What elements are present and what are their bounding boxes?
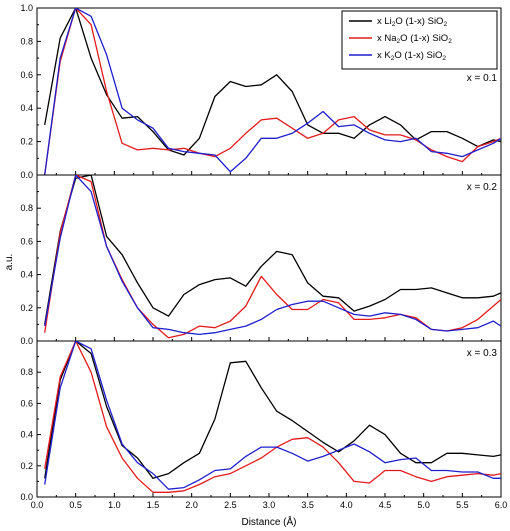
- x-tick-label: 5.5: [456, 500, 469, 510]
- series-line: [44, 341, 501, 493]
- series-line: [44, 8, 501, 175]
- x-tick-label: 2.5: [224, 500, 237, 510]
- series-line: [44, 175, 501, 336]
- series-line: [44, 175, 501, 339]
- chart-panel: 0.0 0.5 1.0 1.5 2.0 2.5 3.0 3.5 4.0 4.5 5.0 5.5 6.0 0…: [20, 340, 508, 510]
- y-tick-label: 0.8: [20, 367, 33, 377]
- legend-entry: x Na2O (1-x) SiO2: [377, 33, 452, 45]
- panel-label: x = 0.3: [467, 348, 498, 359]
- y-axis-title: a.u.: [4, 254, 15, 271]
- x-tick-label: 4.5: [379, 500, 392, 510]
- x-tick-label: 1.5: [147, 500, 160, 510]
- chart-panel: 0.0 0.2 0.4 0.6 0.8 x = 0.2: [20, 174, 502, 346]
- y-tick-label: 0.0: [20, 336, 33, 346]
- y-tick-label: 0.8: [20, 36, 33, 46]
- y-tick-label: 0.2: [20, 461, 33, 471]
- legend-entry: x Li2O (1-x) SiO2: [377, 16, 447, 28]
- panel-label: x = 0.1: [467, 73, 498, 84]
- x-tick-label: 0.0: [31, 500, 44, 510]
- x-tick-label: 4.0: [340, 500, 353, 510]
- x-tick-label: 0.5: [69, 500, 82, 510]
- y-tick-label: 0.2: [20, 303, 33, 313]
- panel-label: x = 0.2: [467, 182, 498, 193]
- x-tick-label: 2.0: [185, 500, 198, 510]
- y-tick-label: 0.4: [20, 270, 33, 280]
- x-tick-label: 3.0: [263, 500, 276, 510]
- y-tick-label: 1.0: [20, 3, 33, 13]
- y-tick-label: 0.0: [20, 492, 33, 502]
- x-tick-label: 5.0: [417, 500, 430, 510]
- series-line: [44, 8, 501, 156]
- x-tick-label: 6.0: [495, 500, 508, 510]
- legend-entry: x K2O (1-x) SiO2: [377, 50, 446, 62]
- series-line: [44, 341, 501, 490]
- series-line: [44, 175, 501, 325]
- y-tick-label: 0.6: [20, 236, 33, 246]
- y-tick-label: 0.2: [20, 137, 33, 147]
- y-tick-label: 0.8: [20, 203, 33, 213]
- series-line: [44, 8, 501, 175]
- y-tick-label: 0.4: [20, 430, 33, 440]
- y-tick-label: 0.6: [20, 398, 33, 408]
- series-line: [44, 341, 501, 479]
- x-axis-title: Distance (Å): [241, 515, 296, 528]
- panel-frame: [36, 340, 502, 498]
- y-tick-label: 0.6: [20, 70, 33, 80]
- x-tick-label: 3.5: [301, 500, 314, 510]
- y-tick-label: 0.0: [20, 170, 33, 180]
- legend: x Li2O (1-x) SiO2 x Na2O (1-x) SiO2 x K2O …: [341, 10, 498, 70]
- x-tick-label: 1.0: [108, 500, 121, 510]
- y-tick-label: 0.4: [20, 103, 33, 113]
